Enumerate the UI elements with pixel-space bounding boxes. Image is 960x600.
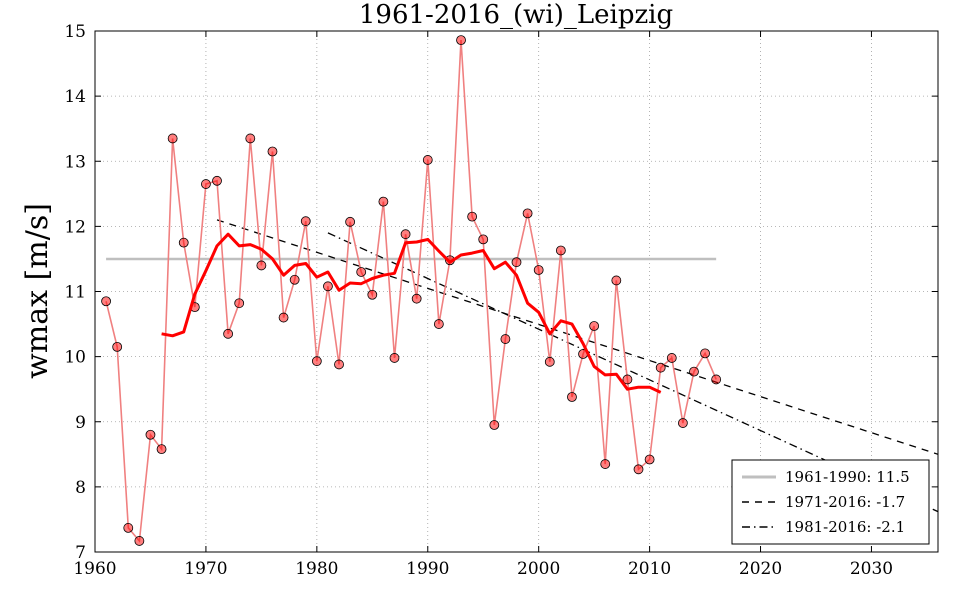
trend-lines-layer	[216, 219, 939, 513]
chart-title: 1961-2016_(wi)_Leipzig	[359, 0, 673, 30]
y-tick-label: 10	[64, 348, 86, 368]
data-point-1993	[456, 35, 466, 46]
data-point-2015	[700, 348, 710, 359]
trend-line-1971	[216, 219, 939, 455]
data-point-1999	[522, 208, 533, 219]
data-point-1984	[356, 267, 367, 277]
data-point-1973	[234, 298, 245, 309]
data-point-1985	[367, 289, 378, 300]
data-point-1981	[323, 281, 333, 292]
data-point-2007	[611, 275, 622, 286]
data-point-2013	[677, 418, 688, 428]
y-tick-labels: 7 8 9 10 11 12 13 14 15	[64, 22, 86, 563]
running-mean-line	[161, 232, 662, 394]
y-tick-label: 11	[64, 283, 86, 303]
data-point-1982	[334, 359, 344, 370]
y-tick-label: 13	[64, 152, 86, 172]
data-point-1978	[289, 274, 300, 285]
data-point-1965	[145, 429, 156, 440]
data-point-2014	[689, 366, 699, 377]
legend-label-trend-1981: 1981-2016: -2.1	[785, 518, 905, 536]
series-layer	[101, 35, 722, 546]
data-point-2011	[655, 362, 666, 373]
x-tick-label: 2000	[517, 559, 560, 579]
legend-box	[731, 459, 930, 545]
data-point-1991	[433, 319, 444, 329]
data-point-1974	[245, 133, 256, 144]
legend-label-trend-1971: 1971-2016: -1.7	[785, 493, 905, 511]
data-point-2008	[622, 374, 633, 385]
data-point-1977	[278, 312, 289, 323]
x-tick-label: 1990	[406, 559, 449, 579]
data-point-1972	[223, 328, 234, 339]
data-point-1988	[400, 229, 411, 240]
data-point-1986	[378, 196, 389, 207]
data-point-1980	[311, 356, 322, 367]
y-tick-label: 15	[64, 22, 86, 42]
legend-label-reference: 1961-1990: 11.5	[785, 468, 910, 486]
data-point-2001	[544, 356, 555, 367]
data-point-1997	[500, 334, 511, 344]
data-point-2005	[589, 321, 600, 331]
data-point-1975	[256, 260, 267, 271]
data-point-1995	[478, 234, 489, 245]
data-point-1967	[167, 133, 178, 144]
legend: 1961-1990: 11.5 1971-2016: -1.7 1981-201…	[731, 459, 930, 545]
x-tick-labels: 1960 1970 1980 1990 2000 2010 2020 2030	[73, 559, 893, 579]
y-tick-label: 9	[75, 413, 86, 433]
data-point-1963	[123, 523, 134, 533]
data-point-1968	[178, 237, 189, 248]
data-point-1961	[101, 296, 111, 307]
data-point-2003	[567, 392, 577, 402]
data-point-2009	[633, 464, 644, 475]
y-axis-label: wmax [m/s]	[20, 203, 55, 379]
running-mean-layer	[161, 232, 662, 394]
data-point-1979	[300, 216, 311, 227]
data-point-1962	[112, 341, 123, 352]
data-point-1998	[511, 257, 522, 268]
data-point-2010	[644, 454, 655, 465]
data-point-2006	[600, 459, 611, 469]
data-point-1994	[467, 211, 478, 222]
x-tick-label: 1960	[73, 559, 116, 579]
data-point-2016	[711, 374, 722, 385]
data-point-1983	[345, 216, 356, 227]
data-point-1996	[489, 420, 500, 430]
data-point-1964	[134, 536, 145, 546]
data-point-1971	[212, 175, 222, 186]
data-point-1976	[267, 146, 278, 157]
x-tick-label: 1970	[184, 559, 227, 579]
data-point-2012	[666, 353, 677, 363]
data-point-1966	[156, 444, 167, 455]
data-point-1970	[201, 179, 211, 189]
data-point-1987	[389, 353, 400, 363]
x-tick-label: 2030	[850, 559, 893, 579]
y-tick-label: 12	[64, 217, 86, 237]
data-point-1989	[411, 293, 422, 304]
ticks	[94, 30, 938, 553]
data-point-2000	[533, 265, 544, 275]
data-point-2002	[555, 245, 566, 256]
y-tick-label: 7	[75, 543, 86, 563]
y-tick-label: 14	[64, 87, 86, 107]
y-tick-label: 8	[75, 478, 86, 498]
x-tick-label: 2010	[628, 559, 671, 579]
x-tick-label: 1980	[295, 559, 338, 579]
data-point-1990	[422, 155, 433, 165]
x-tick-label: 2020	[739, 559, 782, 579]
trend-line-1981	[327, 232, 939, 513]
